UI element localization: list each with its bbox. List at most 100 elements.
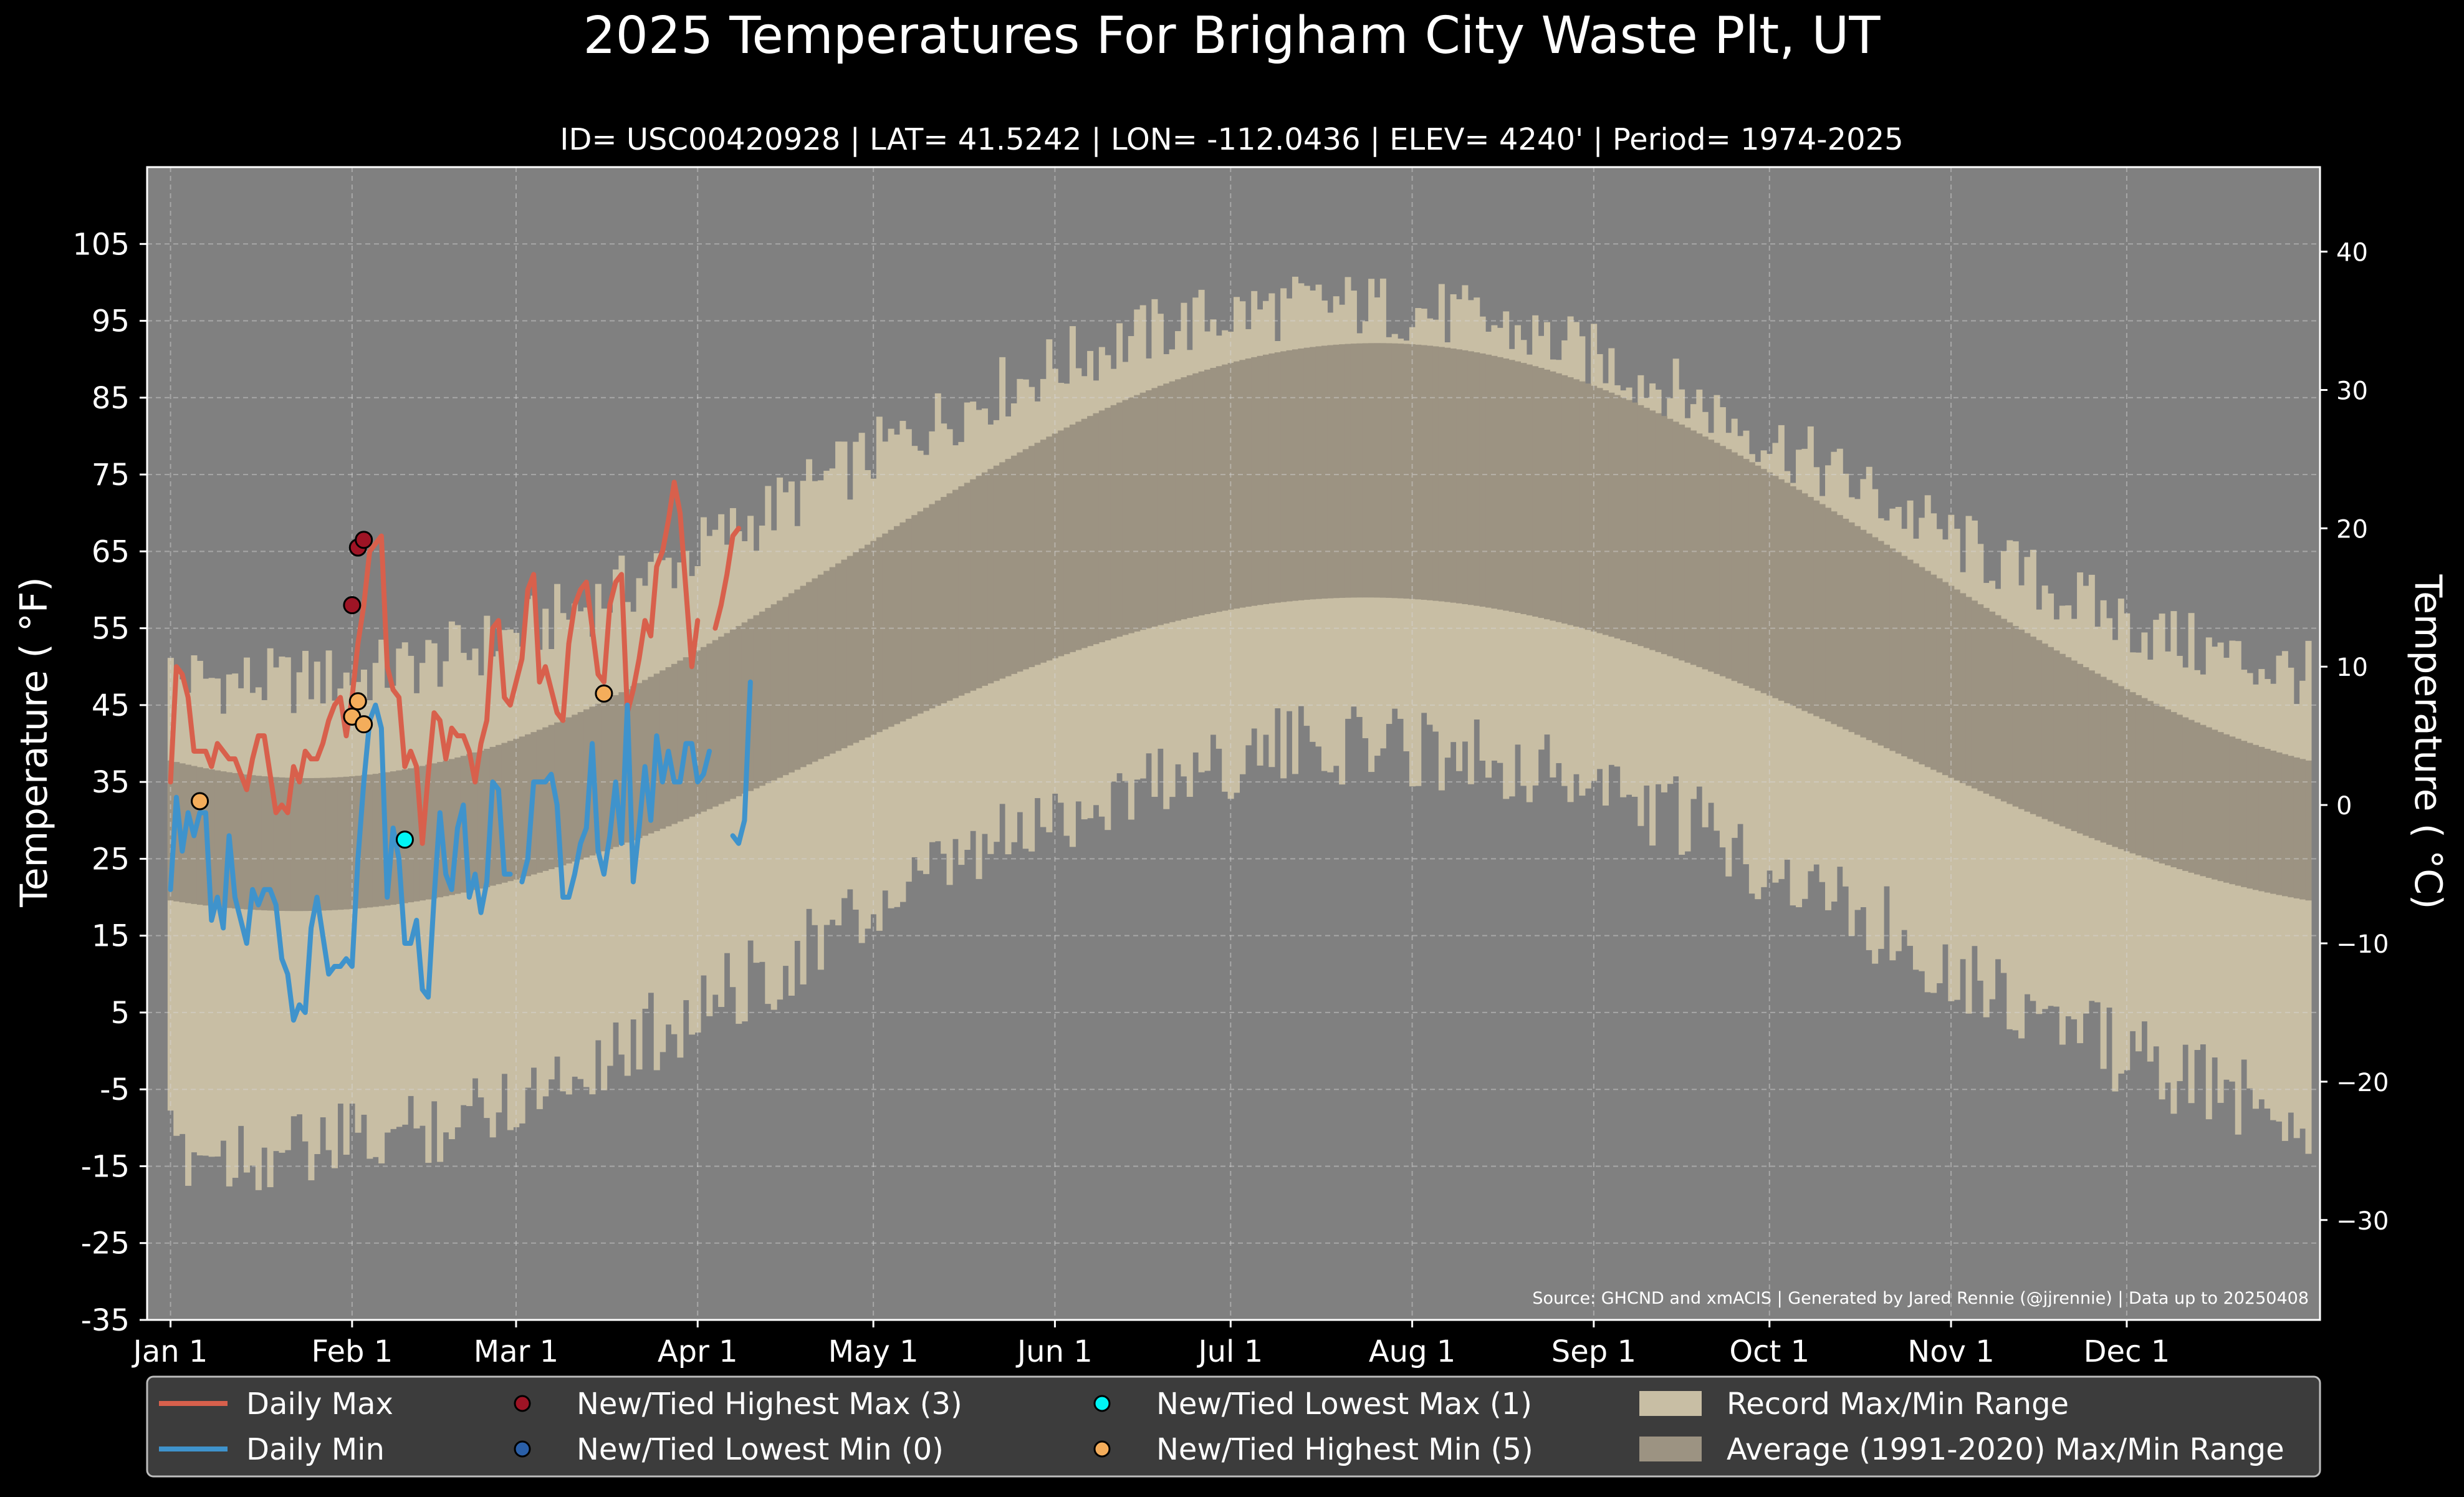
average-range-bar bbox=[501, 743, 508, 883]
average-range-bar bbox=[1010, 455, 1017, 674]
average-range-bar bbox=[981, 472, 988, 686]
average-range-bar bbox=[876, 537, 883, 733]
legend-label: New/Tied Highest Max (3) bbox=[577, 1387, 962, 1422]
average-range-bar bbox=[372, 774, 379, 907]
average-range-bar bbox=[1503, 358, 1510, 611]
y-tick-label: -5 bbox=[100, 1072, 130, 1107]
average-range-bar bbox=[1444, 347, 1451, 602]
average-range-bar bbox=[870, 541, 877, 735]
average-range-bar bbox=[2071, 660, 2078, 831]
average-range-bar bbox=[1907, 559, 1914, 759]
average-range-bar bbox=[806, 582, 813, 764]
average-range-bar bbox=[1005, 459, 1012, 676]
legend-label: Daily Max bbox=[246, 1387, 393, 1422]
average-range-bar bbox=[729, 629, 736, 799]
average-range-bar bbox=[2165, 709, 2171, 865]
average-range-bar bbox=[1596, 388, 1603, 633]
average-range-bar bbox=[858, 548, 865, 741]
record-marker bbox=[355, 531, 373, 549]
average-range-bar bbox=[613, 695, 619, 847]
average-range-bar bbox=[2048, 647, 2054, 822]
average-range-bar bbox=[2188, 720, 2195, 873]
average-range-bar bbox=[1139, 392, 1146, 630]
average-range-bar bbox=[1608, 392, 1615, 637]
chart-title: 2025 Temperatures For Brigham City Waste… bbox=[583, 6, 1881, 65]
record-range-bar bbox=[384, 688, 391, 1133]
x-tick-label: Nov 1 bbox=[1907, 1334, 1994, 1369]
average-range-bar bbox=[1474, 352, 1480, 606]
average-range-bar bbox=[882, 533, 889, 729]
average-range-bar bbox=[378, 773, 385, 907]
average-range-bar bbox=[853, 552, 860, 743]
average-range-bar bbox=[1983, 608, 1990, 794]
average-range-bar bbox=[976, 476, 982, 688]
average-range-bar bbox=[1831, 511, 1838, 724]
average-range-bar bbox=[1620, 397, 1627, 641]
record-marker bbox=[348, 692, 367, 711]
record-range-bar bbox=[413, 693, 420, 1129]
average-range-bar bbox=[577, 712, 584, 860]
average-range-bar bbox=[431, 763, 438, 898]
legend-label: Average (1991-2020) Max/Min Range bbox=[1727, 1432, 2284, 1467]
average-range-bar bbox=[2182, 717, 2189, 871]
record-range-bar bbox=[331, 700, 338, 1168]
average-range-bar bbox=[1796, 489, 1803, 709]
average-range-bar bbox=[1022, 449, 1029, 670]
average-range-bar bbox=[290, 777, 297, 912]
average-range-bar bbox=[1438, 347, 1445, 602]
average-range-bar bbox=[2141, 698, 2148, 858]
average-range-bar bbox=[1672, 421, 1679, 658]
average-range-bar bbox=[1479, 353, 1486, 607]
average-range-bar bbox=[572, 715, 578, 862]
average-range-bar bbox=[2235, 738, 2241, 886]
average-range-bar bbox=[1386, 343, 1393, 598]
average-range-bar bbox=[1538, 368, 1545, 619]
average-range-bar bbox=[606, 698, 613, 849]
y-tick-label: 45 bbox=[92, 688, 130, 723]
average-range-bar bbox=[1532, 366, 1539, 617]
average-range-bar bbox=[302, 777, 309, 912]
average-range-bar bbox=[425, 764, 432, 900]
average-range-bar bbox=[1081, 418, 1088, 648]
average-range-bar bbox=[2006, 622, 2013, 804]
average-range-bar bbox=[1960, 593, 1967, 784]
average-range-bar bbox=[1409, 344, 1416, 599]
average-range-bar bbox=[2112, 683, 2119, 847]
average-range-bar bbox=[2217, 732, 2224, 882]
average-range-bar bbox=[1215, 366, 1222, 612]
average-range-bar bbox=[2094, 673, 2101, 840]
average-range-bar bbox=[583, 709, 590, 858]
average-range-bar bbox=[1544, 369, 1550, 620]
average-range-bar bbox=[1942, 582, 1949, 776]
legend-swatch-marker bbox=[514, 1440, 531, 1458]
average-range-bar bbox=[630, 686, 637, 840]
average-range-bar bbox=[1105, 408, 1111, 641]
average-range-bar bbox=[2223, 734, 2230, 883]
record-range-bar bbox=[185, 693, 192, 1186]
average-range-bar bbox=[1848, 522, 1855, 733]
average-range-bar bbox=[817, 574, 824, 759]
average-range-bar bbox=[1953, 589, 1960, 781]
average-range-bar bbox=[1807, 497, 1814, 714]
average-range-bar bbox=[1397, 344, 1404, 599]
y-tick-label: 65 bbox=[92, 534, 130, 569]
legend-label: New/Tied Lowest Min (0) bbox=[577, 1432, 944, 1467]
average-range-bar bbox=[2153, 703, 2160, 862]
average-range-bar bbox=[1227, 363, 1234, 610]
record-range-bar bbox=[425, 640, 432, 1163]
y-tick-label: 25 bbox=[92, 842, 130, 877]
y-axis-label-left: Temperature ( °F) bbox=[12, 577, 56, 908]
y-tick-label: 15 bbox=[92, 919, 130, 954]
average-range-bar bbox=[1257, 355, 1263, 605]
average-range-bar bbox=[1163, 383, 1170, 624]
average-range-bar bbox=[724, 633, 731, 802]
average-range-bar bbox=[1356, 343, 1363, 598]
average-range-bar bbox=[484, 748, 491, 887]
average-range-bar bbox=[196, 767, 203, 905]
average-range-bar bbox=[2129, 692, 2136, 854]
average-range-bar bbox=[1315, 346, 1322, 599]
average-range-bar bbox=[525, 734, 532, 877]
average-range-bar bbox=[2212, 729, 2218, 880]
average-range-bar bbox=[1110, 405, 1117, 639]
record-range-bar bbox=[261, 700, 268, 1148]
